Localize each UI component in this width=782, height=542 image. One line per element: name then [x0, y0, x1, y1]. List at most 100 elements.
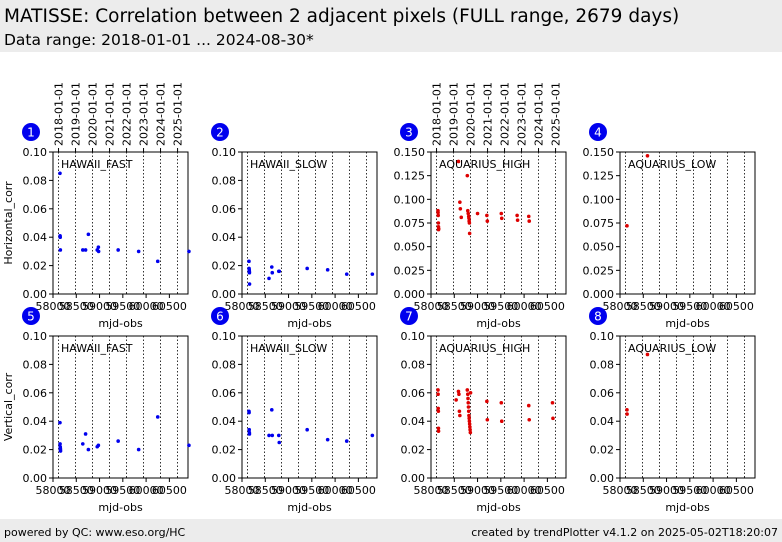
x-tick-label: 59000 [460, 484, 495, 497]
data-point [457, 392, 461, 397]
panel-4: 0.000 0.025 0.050 0.075 0.100 0.125 0.150 58000… [583, 123, 756, 330]
series-label: HAWAII_SLOW [250, 158, 327, 171]
panel-number-badge [22, 123, 40, 141]
data-point [436, 226, 441, 231]
y-tick-label: 0.08 [23, 174, 48, 187]
data-point [468, 430, 473, 435]
x-tick-label: 58500 [59, 484, 94, 497]
y-tick-label: 0.050 [394, 241, 426, 254]
data-point [467, 422, 472, 426]
y-tick-label: 0.100 [583, 193, 615, 206]
top-date-label: 2024-01-01 [155, 82, 168, 146]
x-tick-label: 60500 [341, 484, 376, 497]
panel-number-label: 2 [216, 126, 224, 140]
y-tick-label: 0.04 [590, 415, 615, 428]
data-point [457, 409, 462, 414]
data-point [485, 213, 489, 218]
data-point [276, 433, 281, 438]
data-point [468, 391, 473, 395]
x-tick-label: 58500 [626, 484, 661, 497]
data-point [277, 440, 282, 445]
data-point [83, 432, 88, 436]
data-point [467, 419, 472, 424]
data-point [436, 409, 441, 414]
x-tick-label: 58000 [36, 484, 71, 497]
data-point [136, 249, 141, 254]
series-label: AQUARIUS_LOW [628, 158, 716, 171]
x-tick-label: 59000 [82, 300, 117, 313]
x-tick-label: 59000 [271, 484, 306, 497]
y-tick-label: 0.000 [583, 288, 615, 301]
top-date-label: 2019-01-01 [70, 82, 83, 146]
x-axis-label: mjd-obs [476, 501, 521, 514]
axes-frame [52, 151, 189, 295]
data-point [247, 432, 252, 436]
y-tick-label: 0.04 [212, 231, 237, 244]
y-tick-label: 0.075 [583, 217, 615, 230]
y-tick-label: 0.00 [212, 472, 237, 485]
y-tick-label: 0.06 [212, 387, 237, 400]
panel-number-label: 6 [216, 310, 224, 324]
axes-frame [52, 335, 189, 479]
data-point [436, 406, 441, 411]
data-point [58, 449, 63, 453]
data-point [466, 396, 470, 401]
x-tick-label: 60500 [152, 300, 187, 313]
x-axis-label: mjd-obs [665, 501, 710, 514]
data-point [96, 245, 101, 249]
series-label: AQUARIUS_LOW [628, 342, 716, 355]
x-tick-label: 60000 [318, 484, 353, 497]
data-point [370, 433, 375, 438]
y-tick-label: 0.025 [394, 264, 426, 277]
y-tick-label: 0.08 [590, 358, 615, 371]
y-tick-label: 0.04 [23, 415, 48, 428]
x-tick-label: 59000 [82, 484, 117, 497]
y-tick-label: 0.06 [401, 387, 426, 400]
x-tick-label: 60000 [318, 300, 353, 313]
data-point [456, 389, 461, 394]
data-point [515, 218, 520, 222]
x-tick-label: 58500 [59, 300, 94, 313]
data-point [325, 437, 330, 442]
data-point [499, 419, 504, 424]
y-tick-label: 0.02 [23, 444, 48, 457]
footer-created-by: created by trendPlotter v4.1.2 on 2025-0… [471, 526, 778, 539]
y-tick-label: 0.000 [394, 288, 426, 301]
data-point [155, 415, 160, 419]
data-point [515, 213, 519, 218]
panel-number-badge [211, 123, 229, 141]
y-tick-label: 0.08 [212, 174, 237, 187]
top-date-label: 2018-01-01 [53, 82, 66, 146]
y-tick-label: 0.075 [394, 217, 426, 230]
data-point [475, 211, 480, 216]
x-tick-label: 60000 [129, 484, 164, 497]
data-point [499, 400, 504, 405]
y-tick-label: 0.06 [590, 387, 615, 400]
data-point [116, 439, 120, 443]
x-tick-label: 58000 [603, 300, 638, 313]
data-point [485, 417, 490, 422]
x-tick-label: 60500 [719, 484, 754, 497]
x-tick-label: 58500 [248, 484, 283, 497]
y-tick-label: 0.06 [23, 203, 48, 216]
data-point [58, 248, 63, 252]
top-date-label: 2018-01-01 [431, 82, 444, 146]
data-point [499, 216, 504, 221]
panel-2: 0.00 0.02 0.04 0.06 0.08 0.10 5800058500590005… [211, 123, 378, 330]
header: MATISSE: Correlation between 2 adjacent … [0, 0, 782, 52]
x-tick-label: 58500 [437, 484, 472, 497]
data-point [277, 269, 282, 274]
data-point [344, 272, 349, 276]
x-axis-label: mjd-obs [476, 317, 521, 330]
data-point [344, 439, 349, 443]
top-date-label: 2020-01-01 [465, 82, 478, 146]
y-tick-label: 0.02 [23, 260, 48, 273]
data-point [270, 270, 275, 275]
data-point [465, 388, 470, 392]
data-point [625, 408, 629, 412]
x-tick-label: 60500 [530, 484, 565, 497]
data-point [645, 352, 650, 357]
data-point [80, 442, 85, 446]
y-tick-label: 0.00 [590, 472, 615, 485]
x-tick-label: 59500 [483, 300, 518, 313]
